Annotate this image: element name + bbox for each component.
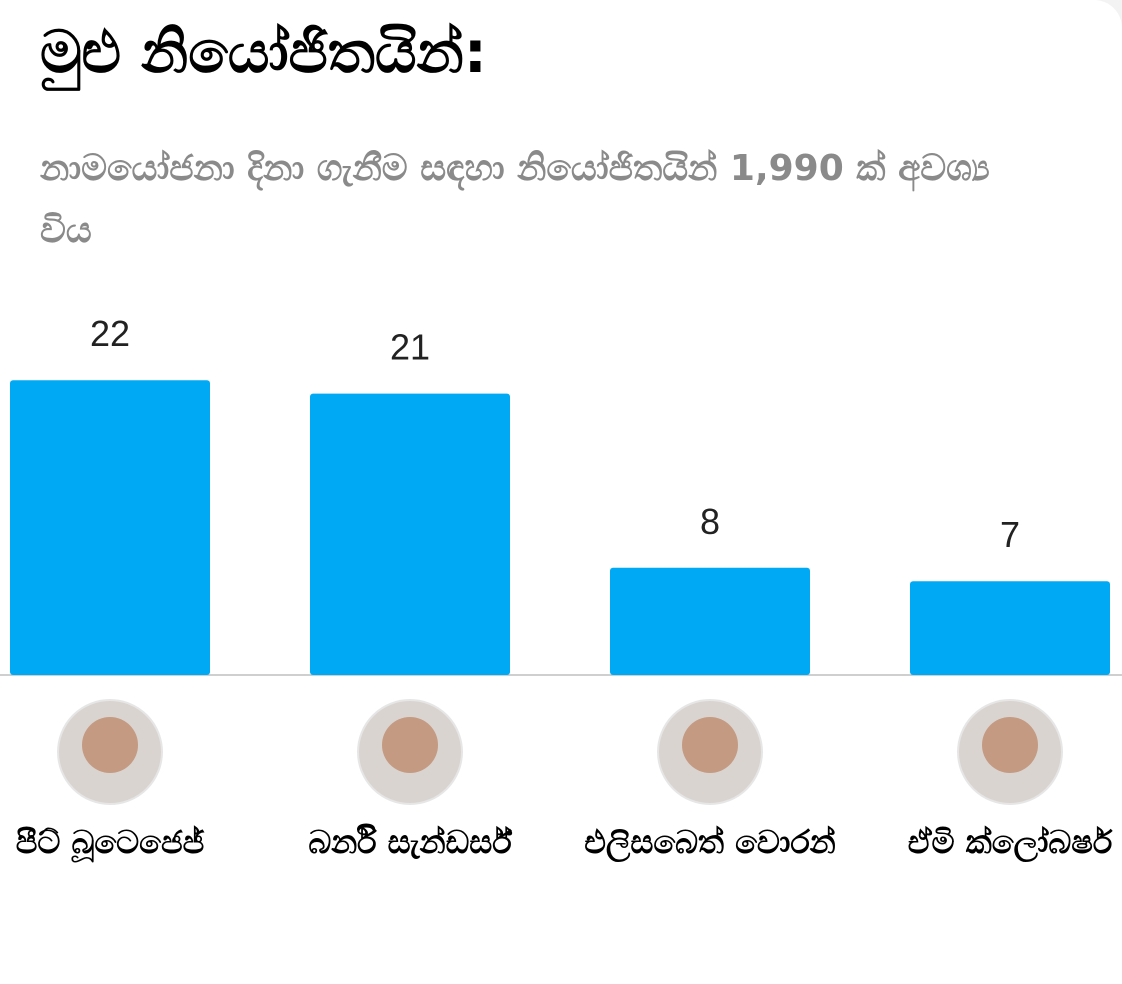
avatar-face <box>682 717 738 773</box>
x-tick-label: එලිසබෙත් වොරන් <box>584 823 836 861</box>
bar <box>310 393 510 675</box>
avatar-face <box>382 717 438 773</box>
bar <box>10 380 210 675</box>
bar <box>610 567 810 675</box>
value-label: 22 <box>90 313 130 354</box>
value-label: 8 <box>700 501 720 542</box>
x-tick-label: බර්නි සැන්ඩර්ස් <box>308 823 512 861</box>
value-label: 21 <box>390 327 430 368</box>
bar <box>910 581 1110 675</box>
x-tick-label: පීට් බූටෙජෙජ් <box>15 823 205 861</box>
avatar-face <box>982 717 1038 773</box>
avatar-face <box>82 717 138 773</box>
chart-subtitle: නාමයෝජනා දිනා ගැනීම සඳහා නියෝජිතයින් 1,9… <box>40 148 990 251</box>
value-label: 7 <box>1000 514 1020 555</box>
x-tick-label: ඒමි ක්ලෝබෂර් <box>907 823 1113 861</box>
chart-title: මුළු නියෝජිතයින්: <box>40 18 487 86</box>
